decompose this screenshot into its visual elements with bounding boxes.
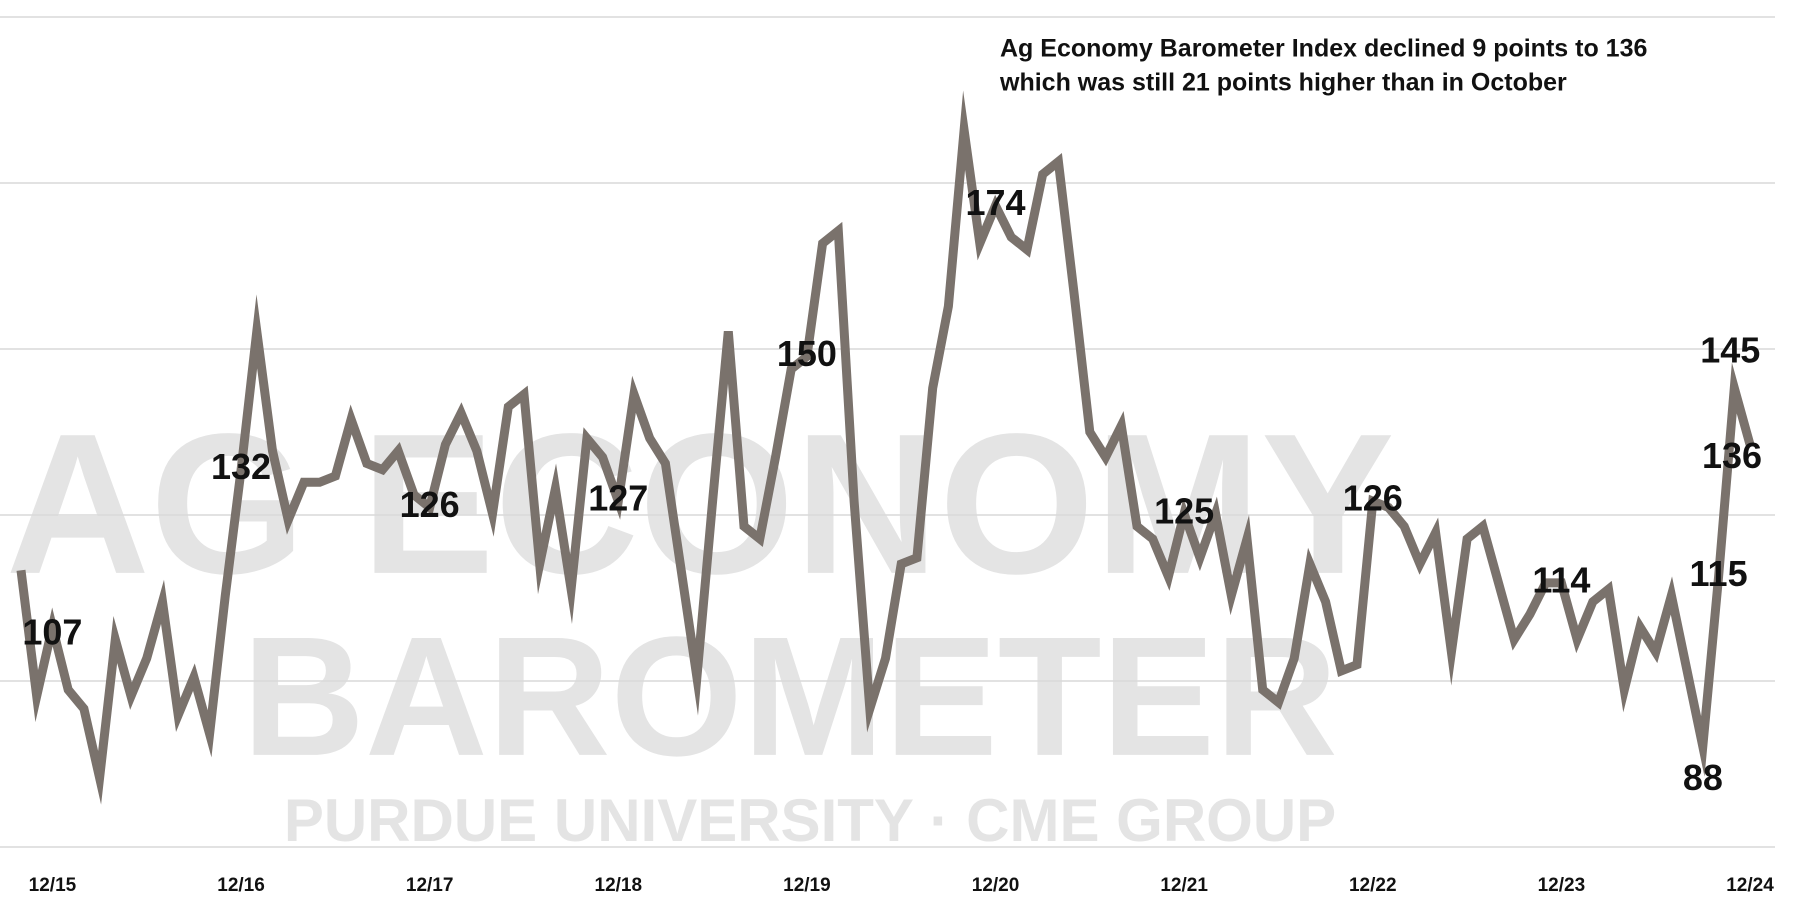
x-tick-label: 12/17 [406, 875, 454, 896]
data-label: 150 [777, 333, 837, 374]
x-tick-label: 12/15 [29, 875, 77, 896]
watermark-text: PURDUE UNIVERSITY · CME GROUP [284, 787, 1336, 854]
data-label: 132 [211, 446, 271, 487]
x-tick-label: 12/22 [1349, 875, 1397, 896]
chart: AG ECONOMY BAROMETER PURDUE UNIVERSITY ·… [0, 0, 1793, 902]
data-label: 126 [400, 484, 460, 525]
data-label: 125 [1154, 490, 1214, 531]
x-tick-label: 12/16 [217, 875, 265, 896]
annotation: which was still 21 points higher than in… [999, 69, 1567, 97]
page: {"chart_data": { "type": "line", "annota… [0, 0, 1793, 902]
x-tick-label: 12/24 [1726, 875, 1774, 896]
data-label: 126 [1343, 478, 1403, 519]
x-tick-label: 12/20 [972, 875, 1020, 896]
x-tick-label: 12/18 [595, 875, 643, 896]
data-label: 136 [1702, 435, 1762, 476]
x-tick-label: 12/19 [783, 875, 831, 896]
data-label: 114 [1532, 559, 1590, 600]
data-label: 88 [1683, 757, 1723, 798]
data-label: 174 [965, 182, 1025, 223]
data-label: 115 [1690, 553, 1748, 594]
x-tick-label: 12/23 [1538, 875, 1586, 896]
annotation: Ag Economy Barometer Index declined 9 po… [1000, 35, 1647, 63]
x-tick-label: 12/21 [1160, 875, 1208, 896]
data-label: 107 [22, 611, 82, 652]
data-label: 145 [1700, 330, 1760, 371]
watermark-text: BAROMETER [242, 602, 1338, 792]
data-label: 127 [588, 478, 648, 519]
